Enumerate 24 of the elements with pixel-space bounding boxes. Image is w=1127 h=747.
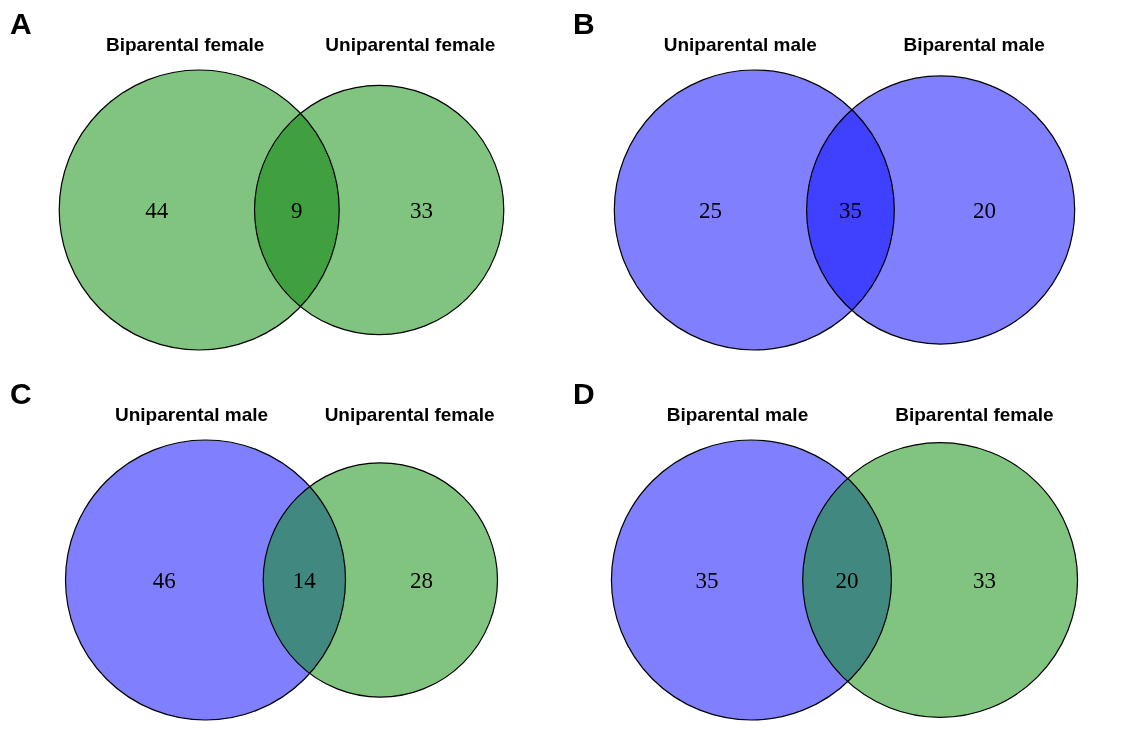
data-label: 28 [410,568,433,594]
data-label: 25 [698,198,722,224]
data-label: 14 [292,568,317,594]
data-label: 35 [695,568,719,594]
category-label: Biparental female [106,34,265,56]
data-label: 33 [973,568,996,594]
data-label: 20 [835,568,859,594]
data-label: 33 [410,198,433,224]
data-label: 9 [291,198,303,224]
text: C [10,377,32,411]
text: A [10,7,32,41]
text: D [573,377,595,411]
data-label: 44 [145,198,169,224]
category-label: Uniparental male [663,34,817,56]
category-label: Uniparental female [324,404,495,426]
data-label: 35 [838,198,862,224]
category-label: Biparental male [903,34,1045,56]
category-label: Biparental female [895,404,1054,426]
data-label: 20 [973,198,996,224]
data-label: 46 [152,568,176,594]
category-label: Uniparental female [325,34,496,56]
category-label: Uniparental male [114,404,269,426]
text: B [573,7,595,41]
category-label: Biparental male [666,404,809,426]
